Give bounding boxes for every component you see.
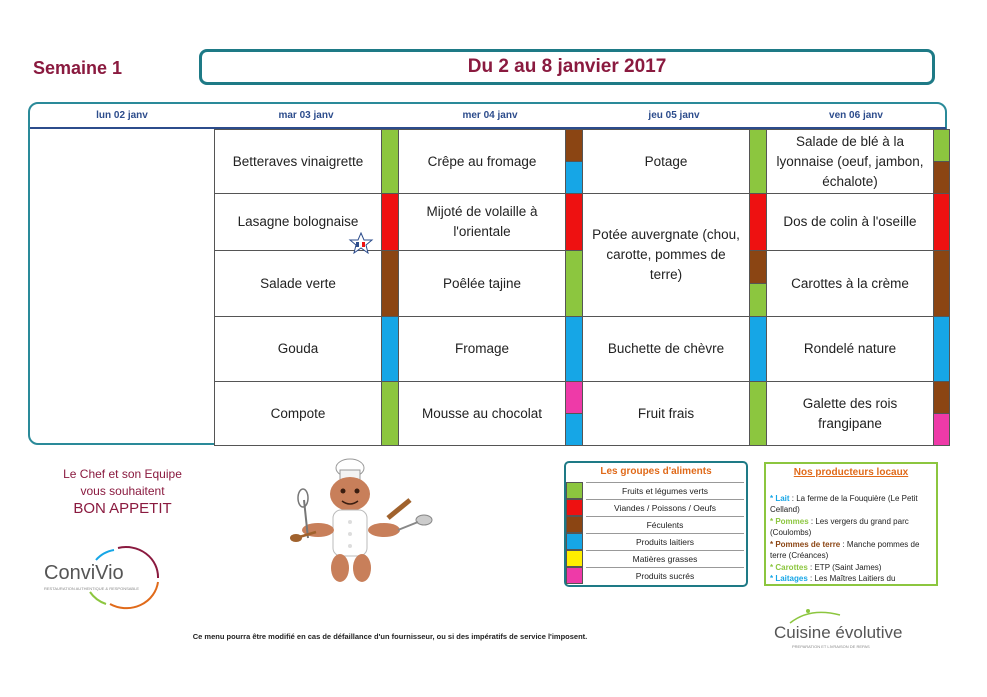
producer-detail: : Manche pommes de terre (Créances) bbox=[770, 540, 920, 560]
legend-swatch-blue bbox=[566, 533, 583, 550]
food-group-tag bbox=[749, 250, 767, 284]
menu-item-thu-dairy: Buchette de chèvre bbox=[582, 316, 750, 382]
bon-appetit: BON APPETIT bbox=[73, 500, 172, 517]
food-group-tag bbox=[749, 283, 767, 317]
menu-item-wed-side: Poêlée tajine bbox=[398, 250, 566, 317]
food-group-tag bbox=[933, 193, 950, 251]
food-group-tag bbox=[381, 316, 399, 382]
menu-item-wed-dairy: Fromage bbox=[398, 316, 566, 382]
menu-item-wed-dessert: Mousse au chocolat bbox=[398, 381, 566, 446]
menu-item-tue-entree: Betteraves vinaigrette bbox=[214, 129, 382, 194]
menu-item-wed-entree: Crêpe au fromage bbox=[398, 129, 566, 194]
food-group-tag bbox=[565, 129, 583, 162]
food-groups-legend bbox=[564, 461, 748, 587]
menu-item-tue-dessert: Compote bbox=[214, 381, 382, 446]
food-group-tag bbox=[933, 129, 950, 162]
legend-item-label: Féculents bbox=[586, 516, 744, 534]
legend-swatch-red bbox=[566, 499, 583, 516]
cuisine-arc-icon bbox=[789, 609, 841, 624]
food-group-tag bbox=[565, 413, 583, 446]
producer-item: * Laitages : Les Maîtres Laitiers du bbox=[770, 573, 936, 584]
food-group-tag bbox=[381, 129, 399, 194]
food-group-tag bbox=[933, 413, 950, 446]
convivio-tagline: RESTAURATION AUTHENTIQUE & RESPONSABLE bbox=[44, 586, 139, 591]
chef-mascot-illustration bbox=[290, 458, 433, 582]
food-group-tag bbox=[381, 250, 399, 317]
food-group-tag bbox=[933, 316, 950, 382]
legend-item-label: Viandes / Poissons / Oeufs bbox=[586, 499, 744, 517]
legend-swatch-green bbox=[566, 482, 583, 499]
convivio-logo: ConviVio RESTAURATION AUTHENTIQUE & RESP… bbox=[40, 540, 170, 610]
menu-item-thu-entree: Potage bbox=[582, 129, 750, 194]
french-origin-badge-icon bbox=[348, 232, 374, 254]
legend-title: Les groupes d'aliments bbox=[600, 466, 712, 477]
food-group-tag bbox=[933, 161, 950, 194]
menu-item-tue-side: Salade verte bbox=[214, 250, 382, 317]
day-header-monday: lun 02 janv bbox=[96, 110, 148, 121]
legend-swatch-brown bbox=[566, 516, 583, 533]
menu-item-fri-dessert: Galette des rois frangipane bbox=[766, 381, 934, 446]
menu-item-fri-entree: Salade de blé à la lyonnaise (oeuf, jamb… bbox=[766, 129, 934, 194]
cuisine-tagline: PREPARATION ET LIVRAISON DE REPAS bbox=[792, 644, 870, 649]
producer-name: * Laitages bbox=[770, 574, 808, 583]
menu-item-fri-dairy: Rondelé nature bbox=[766, 316, 934, 382]
cuisine-evolutive-logo: Cuisine évolutive PREPARATION ET LIVRAIS… bbox=[770, 605, 920, 655]
day-header-wednesday: mer 04 janv bbox=[462, 110, 518, 121]
day-header-thursday: jeu 05 janv bbox=[648, 110, 700, 121]
chef-line-2: vous souhaitent bbox=[80, 484, 165, 498]
producer-detail: : Les Maîtres Laitiers du bbox=[807, 574, 896, 583]
legend-item-label: Produits laitiers bbox=[586, 533, 744, 551]
legend-item-label: Produits sucrés bbox=[586, 567, 744, 585]
food-group-tag bbox=[933, 381, 950, 414]
day-header-tuesday: mar 03 janv bbox=[278, 110, 334, 121]
food-group-tag bbox=[749, 381, 767, 446]
menu-item-wed-main: Mijoté de volaille à l'orientale bbox=[398, 193, 566, 251]
food-group-tag bbox=[565, 250, 583, 317]
menu-item-thu-dessert: Fruit frais bbox=[582, 381, 750, 446]
food-group-tag bbox=[933, 250, 950, 317]
food-group-tag bbox=[381, 381, 399, 446]
producer-name: * Pommes bbox=[770, 517, 809, 526]
producer-item: * Pommes de terre : Manche pommes de ter… bbox=[770, 539, 936, 561]
legend-swatch-yellow bbox=[566, 550, 583, 567]
menu-item-thu-main: Potée auvergnate (chou, carotte, pommes … bbox=[582, 193, 750, 317]
food-group-tag bbox=[565, 193, 583, 251]
chef-line-1: Le Chef et son Equipe bbox=[63, 467, 182, 481]
page-title: Du 2 au 8 janvier 2017 bbox=[199, 49, 935, 85]
food-group-tag bbox=[749, 316, 767, 382]
producer-name: * Lait bbox=[770, 494, 790, 503]
food-group-tag bbox=[749, 129, 767, 194]
menu-item-tue-dairy: Gouda bbox=[214, 316, 382, 382]
producer-item: * Lait : La ferme de la Fouquière (Le Pe… bbox=[770, 493, 936, 515]
convivio-swirl-icon bbox=[89, 546, 160, 610]
producer-detail: : La ferme de la Fouquière (Le Petit Cel… bbox=[770, 494, 918, 514]
disclaimer: Ce menu pourra être modifié en cas de dé… bbox=[192, 632, 588, 641]
cuisine-wordmark: Cuisine évolutive bbox=[774, 623, 903, 642]
producer-name: * Carottes bbox=[770, 563, 808, 572]
food-group-tag bbox=[381, 193, 399, 251]
producer-item: * Carottes : ETP (Saint James) bbox=[770, 562, 936, 573]
chef-message: Le Chef et son Equipe vous souhaitent bbox=[30, 466, 215, 500]
legend-item-label: Matières grasses bbox=[586, 550, 744, 568]
food-group-tag bbox=[565, 381, 583, 414]
legend-item-label: Fruits et légumes verts bbox=[586, 482, 744, 500]
food-group-tag bbox=[565, 316, 583, 382]
local-producers-box bbox=[764, 462, 938, 586]
menu-item-fri-main: Dos de colin à l'oseille bbox=[766, 193, 934, 251]
header-divider bbox=[30, 127, 946, 129]
menu-item-fri-side: Carottes à la crème bbox=[766, 250, 934, 317]
week-label: Semaine 1 bbox=[33, 58, 123, 78]
day-header-friday: ven 06 janv bbox=[829, 110, 883, 121]
producer-detail: : ETP (Saint James) bbox=[807, 563, 882, 572]
producers-title: Nos producteurs locaux bbox=[793, 467, 909, 478]
food-group-tag bbox=[565, 161, 583, 194]
food-group-tag bbox=[749, 193, 767, 251]
producer-name: * Pommes de terre bbox=[770, 540, 841, 549]
producer-detail: : Les vergers du grand parc (Coulombs) bbox=[770, 517, 909, 537]
legend-swatch-pink bbox=[566, 567, 583, 584]
convivio-wordmark: ConviVio bbox=[44, 562, 124, 584]
producer-item: * Pommes : Les vergers du grand parc (Co… bbox=[770, 516, 936, 538]
